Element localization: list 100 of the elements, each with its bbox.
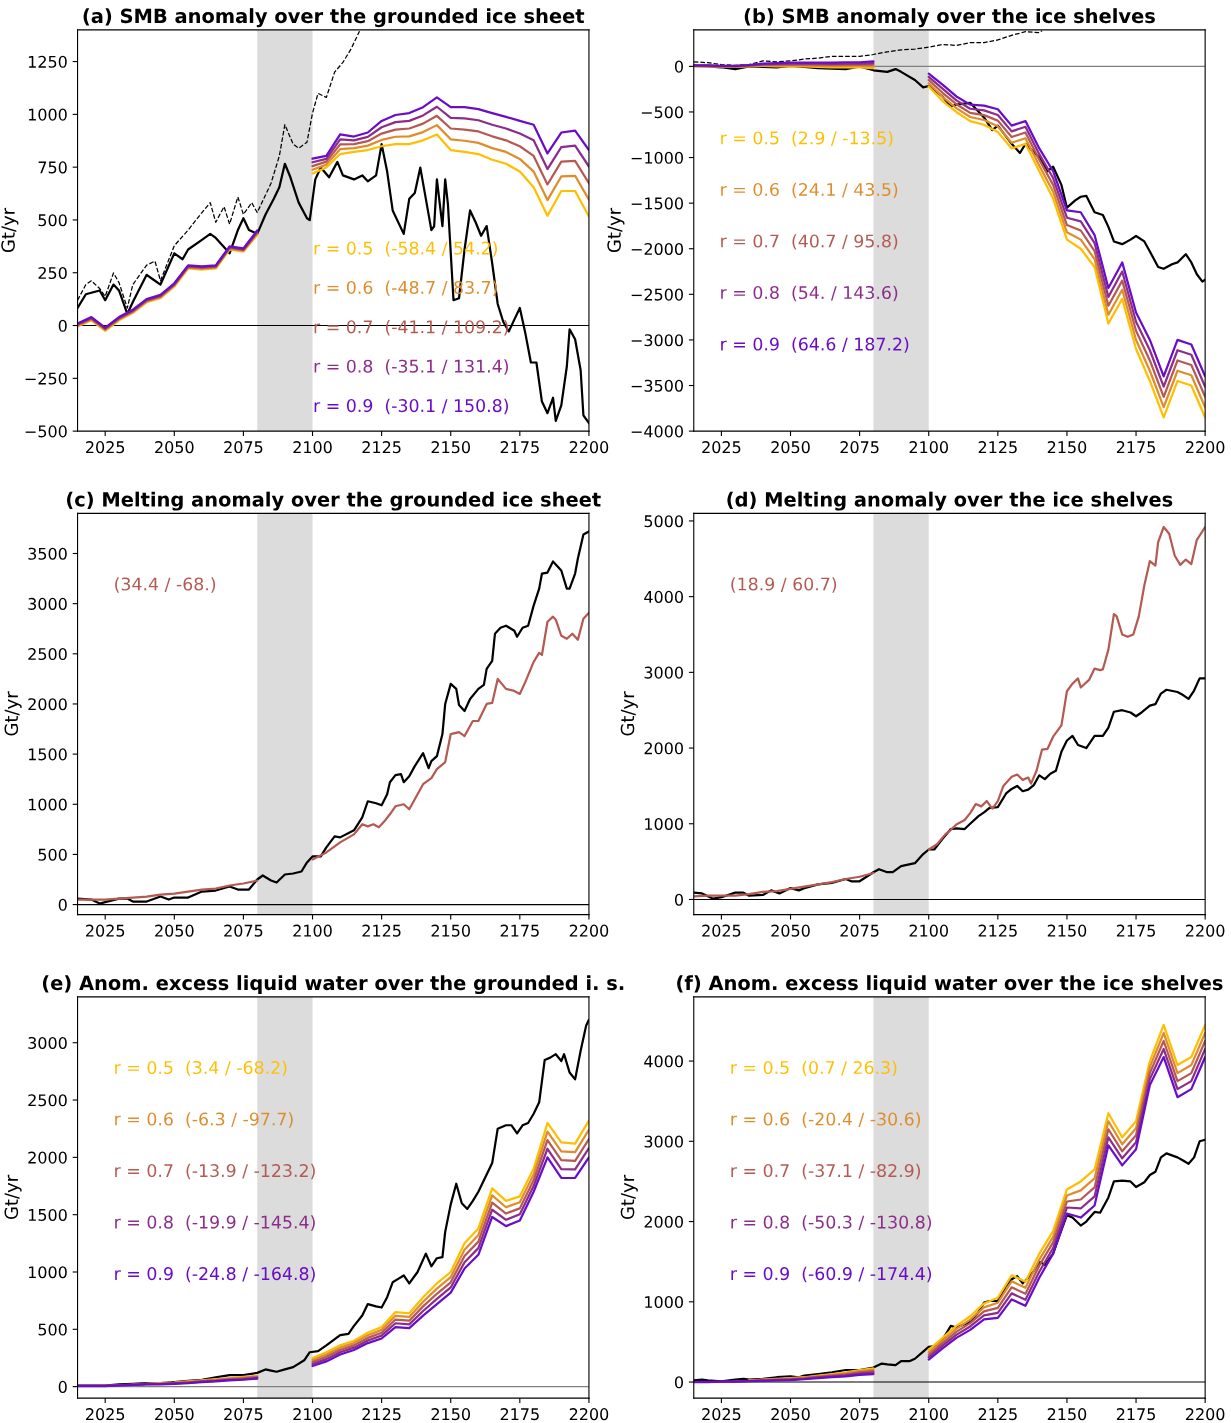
text: r = 0.8 (54. / 143.6) [721,285,898,302]
text: r = 0.6 (-20.4 / -30.6) [731,1112,920,1128]
y-tick-label: 500 [38,848,67,861]
text: r = 0.6 (24.1 / 43.5) [721,182,898,199]
y-tick-label: 0 [58,1380,67,1393]
text: r = 0.9 (64.6 / 187.2) [721,337,909,353]
y-tick-label: 1000 [28,1266,67,1279]
chart-title: (e) Anom. excess liquid water over the grounded i. s. [42,975,624,995]
y-tick-label: 2000 [28,698,67,711]
x-tick-label: 2125 [362,441,401,454]
x-tick-label: 2100 [293,441,332,454]
y-tick-label: 1000 [28,108,67,121]
x-tick-label: 2200 [1185,441,1225,454]
y-tick-label: 0 [674,1376,683,1389]
y-tick-label: 2000 [644,1215,683,1228]
y-tick-label: 0 [674,60,683,73]
x-tick-label: 2150 [431,441,470,454]
x-tick-label: 2075 [224,924,263,937]
x-tick-label: 2125 [978,441,1017,454]
y-tick-label: −500 [25,425,67,438]
x-tick-label: 2100 [293,1408,332,1421]
y-tick-label: −3000 [631,334,683,347]
y-tick-label: −3500 [631,379,683,392]
y-axis-title: Gt/yr [4,691,22,736]
y-tick-label: 500 [38,1323,67,1336]
y-tick-label: 750 [38,161,67,174]
y-tick-label: 4000 [644,1055,683,1068]
x-tick-label: 2125 [978,924,1017,937]
text: r = 0.7 (-37.1 / -82.9) [731,1163,920,1180]
y-tick-label: 1500 [28,1208,67,1221]
y-tick-label: 3000 [28,1036,67,1050]
text: r = 0.6 (-6.3 / -97.7) [115,1112,293,1128]
x-tick-label: 2125 [362,924,401,937]
y-tick-label: −1000 [631,151,683,164]
x-tick-label: 2150 [431,1408,470,1421]
text: r = 0.9 (-30.1 / 150.8) [314,398,508,415]
y-tick-label: 2500 [28,1094,67,1107]
text: r = 0.8 (-35.1 / 131.4) [314,359,508,375]
x-tick-label: 2150 [1047,1408,1087,1421]
y-tick-label: −2000 [631,242,683,256]
x-tick-label: 2050 [155,1408,194,1421]
chart-title: (d) Melting anomaly over the ice shelves [727,491,1173,511]
x-tick-label: 2200 [569,441,609,454]
x-tick-label: 2050 [771,441,810,454]
x-tick-label: 2075 [224,1408,263,1421]
y-tick-label: −500 [641,106,683,119]
x-tick-label: 2075 [840,1408,879,1421]
x-tick-label: 2150 [1047,924,1087,937]
x-tick-label: 2200 [1185,924,1225,937]
y-axis-title: Gt/yr [4,1174,22,1220]
y-tick-label: 1000 [645,1296,683,1309]
text: (18.9 / 60.7) [731,577,837,593]
y-tick-label: 2500 [28,648,67,661]
text: r = 0.9 (-24.8 / -164.8) [115,1266,315,1283]
x-tick-label: 2125 [978,1408,1017,1421]
y-tick-label: −250 [25,372,67,385]
y-tick-label: 3000 [28,597,67,610]
x-tick-label: 2175 [500,924,539,937]
text: r = 0.5 (2.9 / -13.5) [721,131,893,147]
x-tick-label: 2025 [702,924,741,937]
y-tick-label: 250 [38,266,67,280]
text: r = 0.5 (3.4 / -68.2) [115,1060,287,1077]
x-tick-label: 2125 [362,1408,401,1421]
x-tick-label: 2200 [569,924,609,937]
y-tick-label: 5000 [644,515,683,528]
chart-title: (b) SMB anomaly over the ice shelves [744,8,1155,28]
y-tick-label: 2000 [28,1151,67,1164]
x-tick-label: 2025 [86,441,125,454]
x-tick-label: 2175 [1116,924,1155,937]
text: r = 0.7 (-13.9 / -123.2) [115,1163,315,1180]
x-tick-label: 2175 [500,1408,539,1421]
y-tick-label: −4000 [631,425,683,438]
y-tick-label: 3000 [644,1135,683,1148]
text: r = 0.5 (0.7 / 26.3) [731,1060,897,1077]
y-axis-title: Gt/yr [620,1174,638,1220]
y-axis-title: Gt/yr [1,207,19,253]
y-tick-label: 2000 [644,742,683,755]
x-tick-label: 2150 [431,924,470,937]
y-axis-title: Gt/yr [620,691,638,736]
y-tick-label: 3500 [28,547,67,560]
chart-title: (a) SMB anomaly over the grounded ice sheet [83,8,585,28]
x-tick-label: 2100 [293,924,332,937]
x-tick-label: 2075 [224,441,263,454]
x-tick-label: 2025 [702,441,741,454]
x-tick-label: 2075 [840,924,879,937]
x-tick-label: 2050 [155,924,194,937]
x-tick-label: 2200 [1185,1408,1225,1421]
x-tick-label: 2200 [569,1408,609,1421]
x-tick-label: 2100 [909,1408,948,1421]
y-tick-label: 1000 [645,817,683,831]
x-tick-label: 2075 [840,441,879,454]
y-tick-label: 4000 [644,590,683,603]
y-tick-label: 0 [674,893,683,906]
x-tick-label: 2175 [1116,1408,1155,1421]
y-tick-label: 3000 [644,666,683,679]
y-axis-title: Gt/yr [607,207,625,253]
x-tick-label: 2025 [86,924,125,937]
text: r = 0.8 (-50.3 / -130.8) [731,1215,932,1231]
x-tick-label: 2050 [771,1408,810,1421]
x-tick-label: 2100 [909,441,948,454]
